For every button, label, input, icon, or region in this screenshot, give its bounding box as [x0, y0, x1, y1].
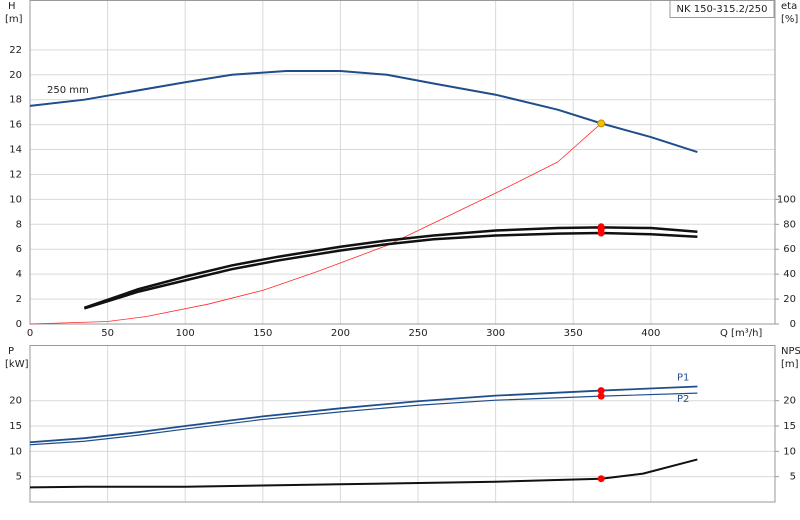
y2-tick-label: 60 [783, 244, 796, 255]
series-line [29, 458, 698, 489]
series-line [83, 231, 698, 310]
series-line [29, 70, 698, 153]
y-axis-label: P [8, 346, 14, 357]
y-tick-label: 10 [9, 194, 22, 205]
x-axis-label: Q [m³/h] [720, 328, 762, 339]
y2-tick-label: 40 [783, 269, 796, 280]
title-box [669, 0, 775, 18]
operating-point [597, 387, 605, 395]
x-tick-label: 250 [408, 328, 427, 339]
y-tick-label: 10 [9, 446, 22, 457]
y2-tick-label: 20 [783, 294, 796, 305]
y-tick-label: 12 [9, 169, 22, 180]
y-tick-label: 6 [16, 244, 22, 255]
y2-axis-label: NPSH [781, 346, 800, 357]
plot-frame [29, 345, 776, 503]
y2-tick-label: 5 [790, 472, 796, 483]
y2-axis-unit: [m] [781, 359, 799, 370]
y-tick-label: 18 [9, 95, 22, 106]
operating-point [597, 119, 606, 128]
series-label: P1 [677, 373, 689, 384]
y-tick-label: 20 [9, 70, 22, 81]
y-axis-label: H [8, 1, 16, 12]
series-label: P2 [677, 394, 689, 405]
y-axis-unit: [kW] [5, 359, 29, 370]
x-tick-label: 350 [564, 328, 583, 339]
x-tick-label: 0 [27, 328, 33, 339]
y-tick-label: 0 [16, 319, 22, 330]
y-tick-label: 4 [16, 269, 22, 280]
y2-axis-label: eta [781, 1, 797, 12]
y-tick-label: 16 [9, 120, 22, 131]
x-tick-label: 50 [101, 328, 114, 339]
x-tick-label: 400 [641, 328, 660, 339]
annotation: 250 mm [47, 85, 89, 96]
y2-axis-unit: [%] [781, 14, 798, 25]
y2-tick-label: 80 [783, 219, 796, 230]
y-tick-label: 14 [9, 145, 22, 156]
operating-point [597, 392, 605, 400]
series-line [29, 392, 698, 446]
y-tick-label: 22 [9, 45, 22, 56]
operating-point [597, 475, 605, 483]
y-axis-unit: [m] [5, 14, 23, 25]
x-tick-label: 200 [331, 328, 350, 339]
y-tick-label: 15 [9, 421, 22, 432]
y-tick-label: 8 [16, 219, 22, 230]
y-tick-label: 20 [9, 396, 22, 407]
y-tick-label: 2 [16, 294, 22, 305]
y2-tick-label: 20 [783, 396, 796, 407]
series-line [83, 226, 698, 309]
y2-tick-label: 100 [777, 194, 796, 205]
y2-tick-label: 0 [790, 319, 796, 330]
chart-title: NK 150-315.2/250 [677, 4, 768, 15]
plot-frame [29, 0, 776, 325]
series-line [29, 123, 602, 325]
y2-tick-label: 15 [783, 421, 796, 432]
y-tick-label: 5 [16, 472, 22, 483]
x-tick-label: 300 [486, 328, 505, 339]
operating-point [597, 229, 605, 237]
x-tick-label: 100 [176, 328, 195, 339]
x-tick-label: 150 [253, 328, 272, 339]
series-line [29, 385, 698, 444]
y2-tick-label: 10 [783, 446, 796, 457]
